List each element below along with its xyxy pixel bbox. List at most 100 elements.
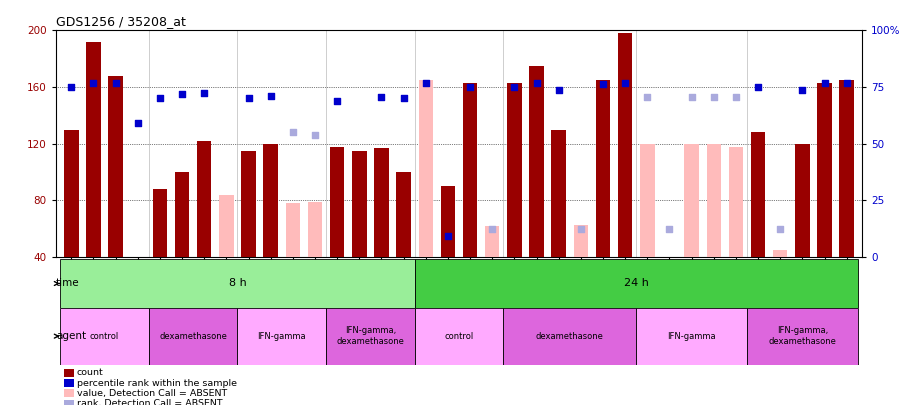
Bar bbox=[64, 389, 74, 397]
Text: agent: agent bbox=[56, 331, 86, 341]
Point bbox=[596, 81, 610, 87]
Text: rank, Detection Call = ABSENT: rank, Detection Call = ABSENT bbox=[76, 399, 222, 405]
Bar bbox=[817, 83, 832, 257]
Text: 8 h: 8 h bbox=[229, 279, 247, 288]
Bar bbox=[596, 80, 610, 257]
Bar bbox=[241, 151, 256, 257]
Point bbox=[264, 92, 278, 99]
Point bbox=[374, 94, 389, 100]
Point bbox=[729, 94, 743, 100]
Bar bbox=[747, 308, 858, 364]
Text: time: time bbox=[56, 279, 79, 288]
Text: value, Detection Call = ABSENT: value, Detection Call = ABSENT bbox=[76, 389, 227, 398]
Bar bbox=[618, 33, 633, 257]
Point bbox=[308, 132, 322, 139]
Point bbox=[418, 79, 433, 86]
Text: control: control bbox=[445, 332, 473, 341]
Point bbox=[64, 84, 78, 90]
Point bbox=[773, 226, 788, 232]
Bar bbox=[64, 369, 74, 377]
Bar bbox=[706, 144, 721, 257]
Bar bbox=[308, 202, 322, 257]
Bar bbox=[773, 250, 788, 257]
Point bbox=[618, 79, 633, 86]
Bar bbox=[840, 80, 854, 257]
Text: control: control bbox=[90, 332, 119, 341]
Text: count: count bbox=[76, 369, 104, 377]
Bar bbox=[264, 144, 278, 257]
Point bbox=[817, 79, 832, 86]
Bar bbox=[636, 308, 747, 364]
Bar bbox=[175, 172, 189, 257]
Point bbox=[330, 98, 345, 104]
Text: IFN-gamma: IFN-gamma bbox=[667, 332, 716, 341]
Bar bbox=[64, 130, 78, 257]
Bar bbox=[64, 399, 74, 405]
Point bbox=[529, 79, 544, 86]
Point bbox=[153, 95, 167, 102]
Point bbox=[396, 95, 410, 102]
Bar bbox=[60, 308, 148, 364]
Bar bbox=[729, 147, 743, 257]
Bar bbox=[418, 80, 433, 257]
Point bbox=[285, 129, 300, 136]
Bar bbox=[86, 42, 101, 257]
Point bbox=[463, 84, 477, 90]
Point bbox=[662, 226, 677, 232]
Text: IFN-gamma,
dexamethasone: IFN-gamma, dexamethasone bbox=[337, 326, 404, 346]
Bar bbox=[197, 141, 211, 257]
Bar bbox=[441, 186, 455, 257]
Bar bbox=[640, 144, 654, 257]
Bar bbox=[463, 83, 477, 257]
Text: dexamethasone: dexamethasone bbox=[159, 332, 227, 341]
Text: IFN-gamma: IFN-gamma bbox=[257, 332, 306, 341]
Point bbox=[86, 79, 101, 86]
Point bbox=[485, 226, 500, 232]
Bar bbox=[108, 76, 122, 257]
Bar bbox=[503, 308, 636, 364]
Bar bbox=[418, 80, 433, 257]
Bar bbox=[415, 259, 858, 308]
Text: 24 h: 24 h bbox=[624, 279, 649, 288]
Bar bbox=[796, 144, 810, 257]
Point bbox=[552, 87, 566, 93]
Bar bbox=[238, 308, 326, 364]
Bar bbox=[352, 151, 366, 257]
Point bbox=[108, 79, 122, 86]
Point bbox=[441, 232, 455, 239]
Point bbox=[197, 90, 211, 96]
Text: percentile rank within the sample: percentile rank within the sample bbox=[76, 379, 237, 388]
Bar bbox=[220, 195, 234, 257]
Point bbox=[241, 95, 256, 102]
Point bbox=[840, 79, 854, 86]
Point bbox=[175, 91, 189, 97]
Bar bbox=[153, 189, 167, 257]
Text: dexamethasone: dexamethasone bbox=[536, 332, 604, 341]
Bar bbox=[662, 257, 677, 260]
Bar bbox=[552, 130, 566, 257]
Point bbox=[796, 87, 810, 93]
Point bbox=[573, 226, 588, 232]
Bar bbox=[751, 132, 765, 257]
Bar bbox=[326, 308, 415, 364]
Point bbox=[706, 94, 721, 100]
Point bbox=[130, 119, 145, 126]
Point bbox=[751, 84, 765, 90]
Bar bbox=[374, 148, 389, 257]
Point bbox=[508, 84, 522, 90]
Bar bbox=[60, 259, 415, 308]
Bar bbox=[573, 224, 588, 257]
Text: GDS1256 / 35208_at: GDS1256 / 35208_at bbox=[56, 15, 185, 28]
Point bbox=[640, 94, 654, 100]
Point bbox=[684, 94, 698, 100]
Bar bbox=[485, 226, 500, 257]
Bar bbox=[64, 379, 74, 387]
Bar bbox=[330, 147, 345, 257]
Bar bbox=[285, 203, 300, 257]
Text: IFN-gamma,
dexamethasone: IFN-gamma, dexamethasone bbox=[769, 326, 836, 346]
Bar bbox=[148, 308, 238, 364]
Bar bbox=[684, 144, 698, 257]
Bar bbox=[396, 172, 410, 257]
Bar bbox=[508, 83, 522, 257]
Bar bbox=[529, 66, 544, 257]
